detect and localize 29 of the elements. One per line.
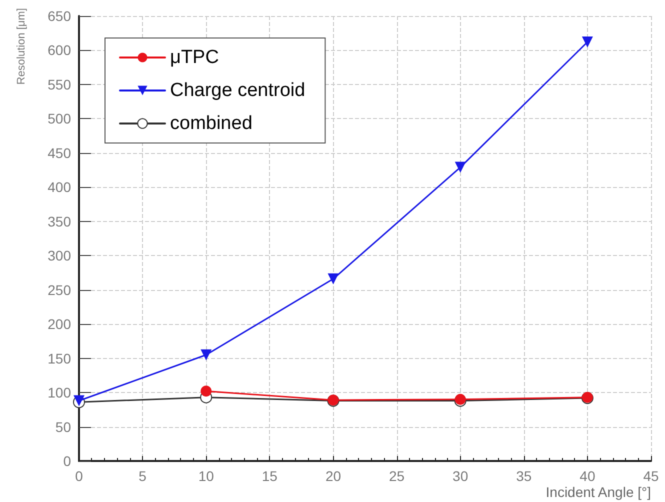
- y-tick-label: 600: [48, 42, 72, 58]
- y-tick-label: 450: [48, 144, 72, 161]
- x-tick-label: 25: [388, 468, 405, 484]
- x-tick-label: 0: [75, 468, 84, 484]
- y-tick-label: 300: [48, 248, 72, 264]
- legend-label: μTPC: [170, 47, 219, 68]
- y-tick-label: 150: [48, 350, 72, 366]
- x-tick-label: 40: [580, 468, 596, 484]
- y-tick-label: 650: [48, 8, 72, 24]
- x-tick-label: 20: [325, 468, 342, 484]
- y-tick-label: 250: [48, 282, 72, 298]
- y-tick-label: 500: [48, 110, 72, 127]
- legend-label: Charge centroid: [170, 80, 306, 101]
- x-tick-label: 45: [643, 468, 659, 484]
- x-tick-label: 5: [138, 468, 147, 484]
- y-tick-label: 550: [48, 76, 72, 92]
- y-tick-label: 350: [48, 213, 72, 230]
- y-tick-label: 0: [63, 453, 72, 469]
- x-tick-label: 10: [198, 468, 214, 484]
- x-tick-label: 30: [452, 468, 468, 484]
- x-tick-label: 15: [262, 468, 278, 484]
- y-tick-label: 50: [55, 418, 72, 435]
- y-tick-label: 100: [48, 384, 72, 401]
- x-axis-title: Incident Angle [°]: [546, 484, 651, 500]
- x-tick-label: 35: [516, 468, 532, 484]
- y-axis-title: Resolution [μm]: [16, 8, 28, 85]
- y-tick-label: 400: [48, 179, 72, 196]
- legend-label: combined: [170, 113, 252, 134]
- y-tick-label: 200: [48, 316, 72, 332]
